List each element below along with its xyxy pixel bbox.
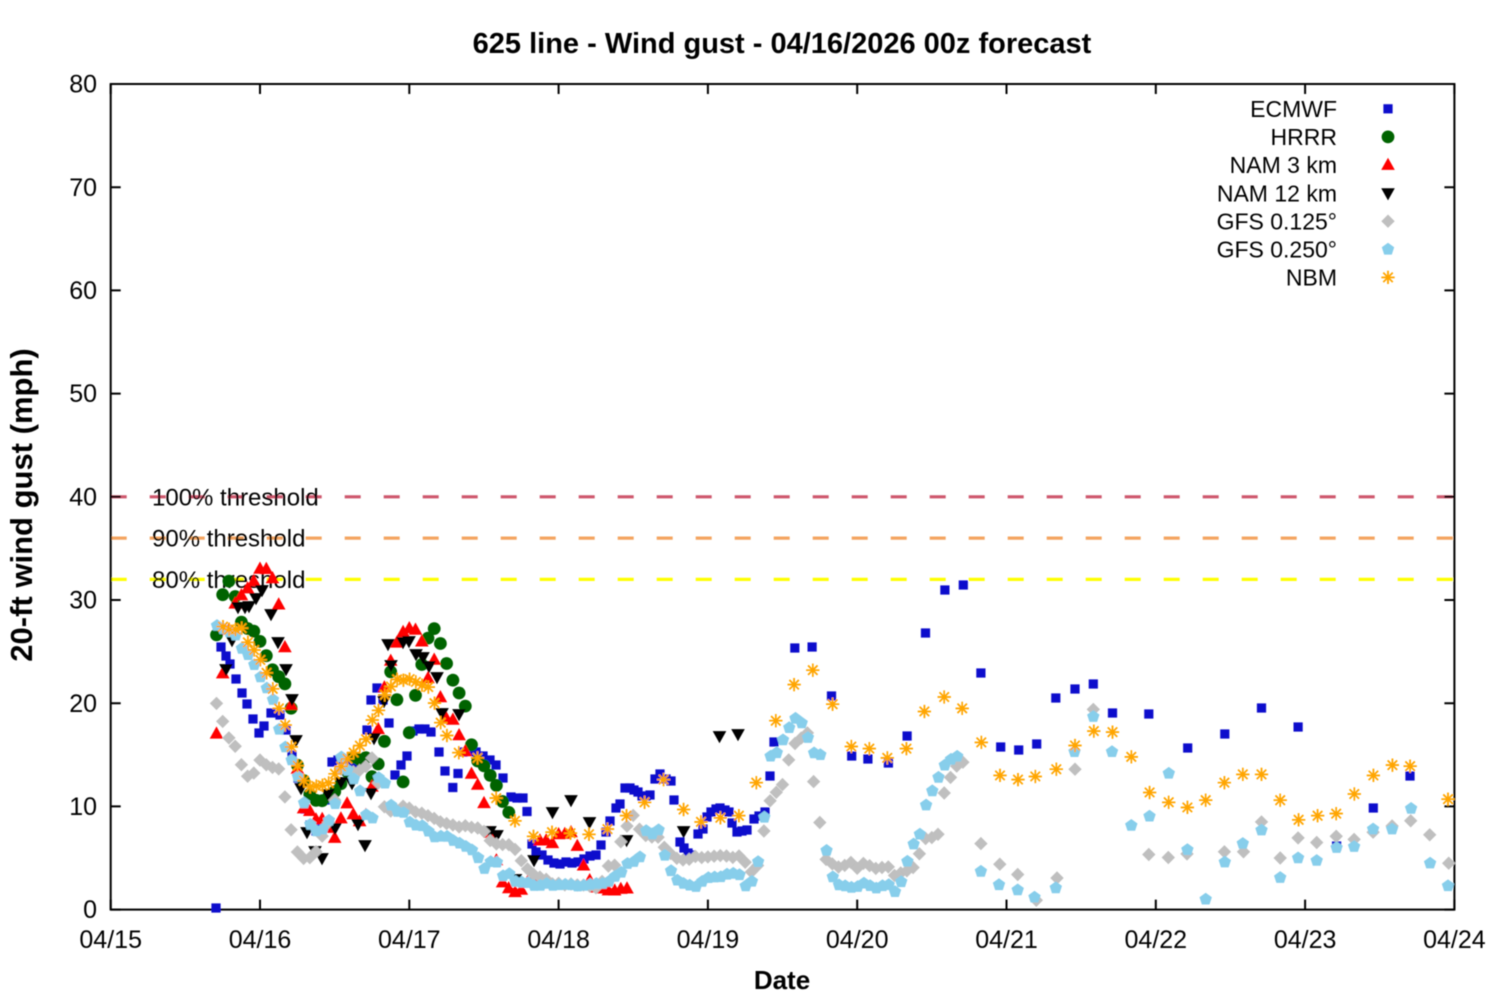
svg-text:HRRR: HRRR [1271,124,1337,150]
svg-text:04/22: 04/22 [1125,926,1188,954]
svg-text:60: 60 [69,277,97,305]
svg-text:04/18: 04/18 [527,926,590,954]
svg-text:100% threshold: 100% threshold [152,484,319,511]
svg-text:40: 40 [69,483,97,511]
svg-text:30: 30 [69,587,97,615]
svg-text:90% threshold: 90% threshold [152,526,305,553]
svg-text:NAM 12 km: NAM 12 km [1217,180,1337,206]
svg-text:NAM 3 km: NAM 3 km [1230,152,1337,178]
svg-text:20: 20 [69,690,97,718]
svg-text:50: 50 [69,380,97,408]
svg-text:04/23: 04/23 [1274,926,1337,954]
svg-text:04/21: 04/21 [975,926,1038,954]
svg-text:ECMWF: ECMWF [1250,96,1337,122]
svg-text:80: 80 [69,71,97,99]
svg-text:10: 10 [69,793,97,821]
svg-text:04/20: 04/20 [826,926,889,954]
svg-text:04/24: 04/24 [1423,926,1486,954]
svg-text:04/16: 04/16 [229,926,292,954]
svg-text:04/19: 04/19 [677,926,740,954]
svg-text:NBM: NBM [1286,265,1337,291]
svg-text:GFS 0.250°: GFS 0.250° [1217,237,1337,263]
svg-text:04/15: 04/15 [79,926,142,954]
svg-text:70: 70 [69,174,97,202]
svg-text:GFS 0.125°: GFS 0.125° [1217,208,1337,234]
svg-text:625 line - Wind gust - 04/16/2: 625 line - Wind gust - 04/16/2026 00z fo… [473,28,1092,60]
svg-text:20-ft wind gust (mph): 20-ft wind gust (mph) [4,348,39,661]
svg-text:0: 0 [83,896,97,924]
svg-text:04/17: 04/17 [378,926,441,954]
svg-text:Date: Date [754,965,810,995]
